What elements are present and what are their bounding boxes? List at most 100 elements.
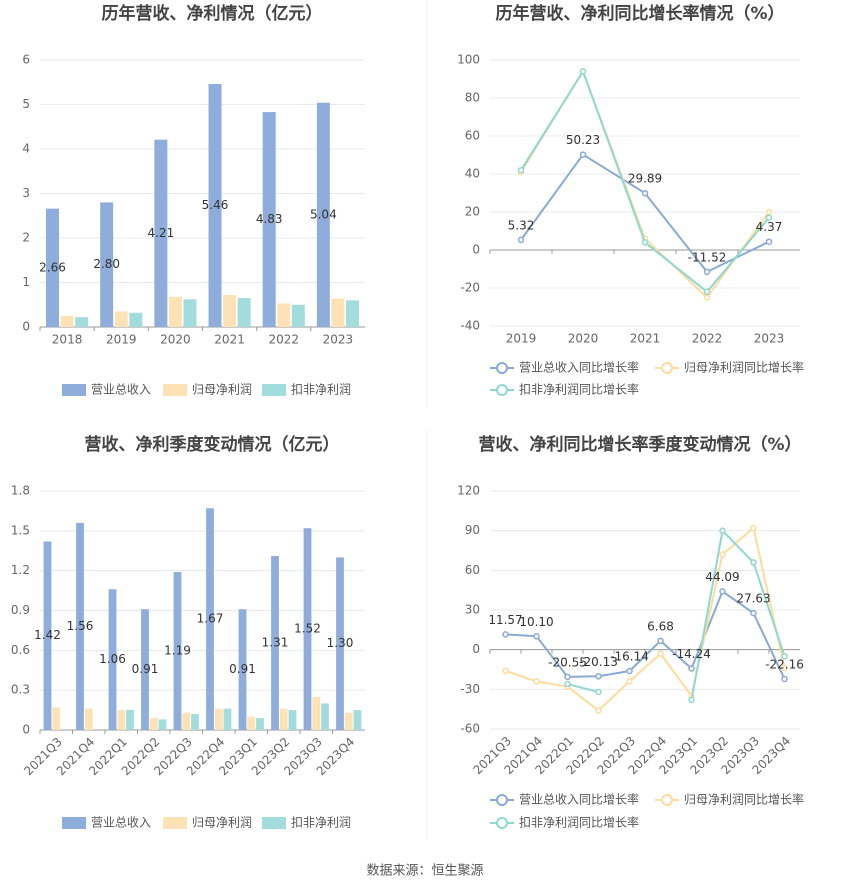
point bbox=[765, 238, 773, 245]
bar bbox=[316, 102, 330, 327]
point bbox=[750, 559, 757, 566]
bar bbox=[46, 208, 60, 327]
legend-label: 营业总收入 bbox=[91, 383, 151, 397]
value-label: 1.67 bbox=[197, 612, 224, 626]
y-tick-label: 0 bbox=[22, 320, 30, 334]
y-tick-label: 5 bbox=[22, 97, 30, 111]
point bbox=[781, 653, 788, 660]
x-tick-label: 2023 bbox=[323, 333, 354, 347]
bar bbox=[336, 557, 344, 730]
legend-label: 扣非净利润 bbox=[291, 383, 351, 397]
y-tick-label: 0.9 bbox=[11, 603, 30, 617]
legend-swatch bbox=[496, 794, 508, 806]
line bbox=[690, 528, 786, 701]
bar bbox=[141, 609, 149, 730]
legend-label: 归母净利润 bbox=[192, 816, 252, 830]
chart-title: 历年营收、净利情况（亿元） bbox=[102, 3, 323, 24]
point bbox=[750, 524, 757, 532]
value-label: 1.56 bbox=[67, 619, 94, 633]
legend-swatch bbox=[163, 817, 187, 829]
bar bbox=[271, 556, 279, 730]
bar bbox=[168, 296, 182, 327]
value-label: -20.55 bbox=[548, 655, 587, 669]
legend-swatch bbox=[62, 384, 86, 396]
bar bbox=[75, 317, 89, 327]
legend-swatch bbox=[262, 817, 286, 829]
value-label: 27.63 bbox=[736, 592, 770, 606]
value-label: 4.83 bbox=[256, 212, 283, 226]
legend-swatch bbox=[163, 384, 187, 396]
point bbox=[765, 208, 773, 216]
bar bbox=[256, 718, 264, 730]
bar bbox=[76, 522, 84, 730]
point bbox=[517, 166, 525, 174]
value-label: 1.52 bbox=[294, 622, 321, 636]
value-label: -20.13 bbox=[579, 655, 618, 669]
bar bbox=[154, 139, 168, 327]
value-label: 1.30 bbox=[327, 636, 354, 650]
bar bbox=[173, 571, 182, 730]
bar bbox=[247, 716, 256, 730]
point bbox=[750, 609, 757, 617]
y-tick-label: 0 bbox=[472, 243, 480, 257]
value-label: 5.46 bbox=[202, 198, 229, 212]
point bbox=[502, 631, 509, 638]
value-label: -16.14 bbox=[610, 650, 649, 664]
bar bbox=[303, 528, 312, 730]
legend-swatch bbox=[661, 794, 673, 806]
point bbox=[626, 678, 633, 685]
point bbox=[703, 288, 711, 296]
bar bbox=[43, 541, 52, 730]
value-label: 1.31 bbox=[262, 636, 289, 650]
y-tick-label: 1.8 bbox=[11, 484, 30, 498]
bar bbox=[114, 311, 128, 327]
y-tick-label: 4 bbox=[22, 142, 30, 156]
value-label: 50.23 bbox=[566, 133, 600, 147]
bar bbox=[344, 712, 353, 730]
bar bbox=[277, 303, 291, 327]
y-tick-label: 6 bbox=[22, 53, 30, 67]
y-tick-label: 120 bbox=[457, 484, 480, 498]
bar bbox=[108, 589, 117, 730]
x-tick-label: 2023 bbox=[754, 332, 785, 346]
x-tick-label: 2020 bbox=[568, 332, 599, 346]
bar bbox=[345, 300, 359, 327]
value-label: 5.04 bbox=[310, 207, 337, 221]
point bbox=[579, 68, 587, 75]
legend-label: 营业总收入同比增长率 bbox=[519, 792, 639, 807]
point bbox=[564, 673, 571, 681]
y-tick-label: 80 bbox=[465, 91, 480, 105]
y-tick-label: -30 bbox=[460, 682, 480, 696]
y-tick-label: -40 bbox=[460, 319, 480, 333]
legend-swatch bbox=[496, 362, 508, 374]
y-tick-label: 90 bbox=[465, 523, 480, 537]
y-tick-label: 0 bbox=[22, 723, 30, 737]
legend-label: 扣非净利润 bbox=[291, 816, 351, 830]
line bbox=[567, 683, 599, 693]
legend-label: 归母净利润同比增长率 bbox=[684, 360, 804, 375]
y-tick-label: 40 bbox=[465, 167, 480, 181]
x-tick-label: 2022 bbox=[268, 333, 299, 347]
point bbox=[533, 633, 540, 640]
value-label: 4.21 bbox=[147, 226, 174, 240]
line bbox=[505, 589, 786, 680]
bar bbox=[126, 710, 134, 730]
point bbox=[595, 688, 602, 696]
legend-label: 营业总收入同比增长率 bbox=[519, 360, 639, 375]
y-tick-label: 100 bbox=[457, 53, 480, 67]
y-tick-label: -60 bbox=[460, 722, 480, 736]
bar bbox=[100, 202, 114, 327]
bar bbox=[223, 294, 237, 327]
y-tick-label: 0.3 bbox=[11, 683, 30, 697]
value-label: -14.24 bbox=[672, 647, 711, 661]
y-tick-label: 1.2 bbox=[11, 563, 30, 577]
y-tick-label: 20 bbox=[465, 205, 480, 219]
point bbox=[703, 268, 711, 276]
point bbox=[641, 239, 649, 246]
chart-title: 营收、净利同比增长率季度变动情况（%） bbox=[478, 434, 801, 455]
point bbox=[626, 667, 633, 675]
bar bbox=[214, 708, 223, 730]
value-label: 1.19 bbox=[164, 643, 191, 657]
value-label: 44.09 bbox=[705, 570, 739, 584]
point bbox=[564, 680, 571, 688]
